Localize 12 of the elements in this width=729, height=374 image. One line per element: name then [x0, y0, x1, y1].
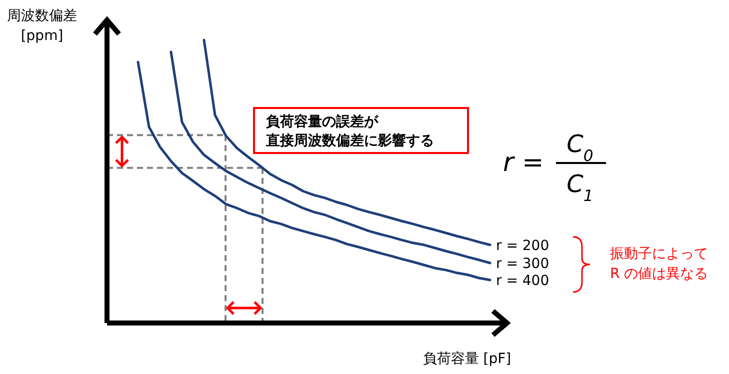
text: C$_{0}$: [566, 130, 594, 165]
y-axis-title: 周波数偏差 [ppm]: [7, 8, 77, 44]
series-label: r = 400: [496, 272, 550, 289]
text: 振動子によって: [610, 246, 708, 262]
series-label: r = 200: [496, 238, 550, 254]
annotation: 直接周波数偏差に影響する: [265, 132, 434, 149]
series-label: r = 300: [496, 256, 550, 272]
text: C$_{1}$: [566, 170, 594, 205]
text: r =: [503, 148, 544, 178]
x-axis-title: 負荷容量 [pF]: [422, 351, 512, 367]
annotation: 負荷容量の誤差が: [266, 113, 379, 130]
text: R の値は異なる: [610, 266, 708, 282]
